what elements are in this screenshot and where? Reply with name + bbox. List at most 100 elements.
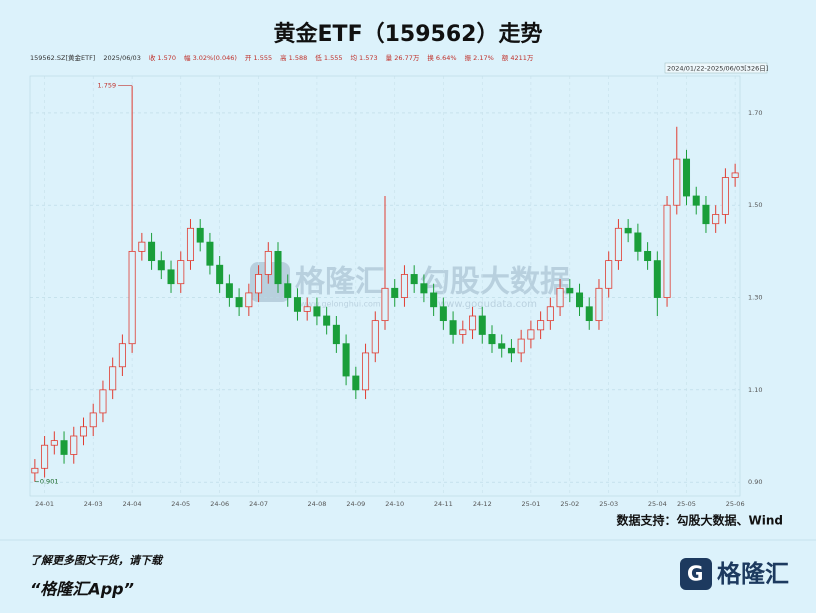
candle-body — [673, 158, 681, 206]
candle-body — [488, 334, 496, 345]
candle-body — [430, 292, 438, 308]
info-item: 159562.SZ[黄金ETF] — [30, 53, 95, 62]
candle-body — [507, 347, 515, 354]
info-item: 量 26.77万 — [386, 54, 420, 62]
range-box — [664, 62, 768, 74]
candle-body — [148, 241, 156, 262]
candle-body — [177, 260, 185, 285]
candle-body — [89, 412, 97, 428]
candle-body — [663, 204, 671, 298]
candle-body — [157, 260, 165, 271]
candle-body — [79, 426, 88, 437]
candle-body — [352, 375, 360, 391]
candle-body — [323, 315, 331, 326]
candle-body — [692, 195, 700, 206]
logo-glyph: G — [687, 562, 703, 586]
candle-body — [196, 227, 204, 243]
candle-body — [381, 287, 389, 322]
info-item: 2025/06/03 — [103, 54, 140, 62]
candle-body — [245, 292, 253, 308]
candle-body — [109, 366, 117, 391]
candle-body — [469, 315, 477, 331]
y-tick-label: 1.30 — [748, 294, 762, 302]
x-tick-label: 24-09 — [346, 500, 365, 508]
wm-brand: 勾股大数据 — [420, 265, 570, 300]
x-tick-label: 25-02 — [560, 500, 579, 508]
candle-body — [644, 250, 652, 262]
candle-body — [138, 241, 146, 252]
candle-body — [556, 287, 564, 308]
logo-text: 格隆汇 — [717, 560, 789, 588]
candle-body — [255, 274, 263, 294]
candle-body — [274, 250, 282, 285]
candle-body — [41, 444, 49, 469]
candle-body — [721, 177, 729, 215]
x-tick-label: 24-07 — [249, 500, 268, 508]
x-tick-label: 24-08 — [307, 500, 326, 508]
candle-body — [498, 343, 506, 349]
candle-body — [527, 329, 535, 340]
candle-body — [167, 269, 175, 285]
x-tick-label: 25-04 — [648, 500, 667, 508]
candle-body — [50, 440, 58, 446]
candle-body — [576, 292, 584, 308]
footer-line1: 了解更多图文干货，请下载 — [30, 554, 164, 567]
candle-body — [60, 440, 68, 455]
x-tick-label: 24-05 — [171, 500, 190, 508]
candle-body — [459, 329, 467, 335]
plot-frame — [29, 75, 741, 497]
source: 数据支持：勾股大数据、Wind — [617, 513, 783, 528]
candle-body — [206, 241, 214, 266]
candle-body — [70, 435, 78, 455]
candle-body — [342, 343, 350, 377]
candle-body — [99, 389, 107, 414]
candle-body — [284, 283, 292, 298]
chart-title: 黄金ETF（159562）走势 — [274, 21, 543, 47]
info-item: 收 1.570 — [149, 53, 176, 62]
x-tick-label: 24-10 — [385, 500, 404, 508]
candle-body — [585, 306, 593, 322]
candle-body — [566, 287, 574, 294]
candle-body — [634, 232, 642, 252]
x-tick-label: 24-04 — [123, 500, 142, 508]
info-item: 额 4211万 — [502, 53, 534, 62]
candle-body — [517, 338, 525, 354]
candle-body — [128, 250, 136, 345]
candle-body — [410, 274, 418, 285]
wm-url: www.gelonghui.com — [300, 300, 381, 309]
x-tick-label: 24-11 — [434, 500, 453, 508]
x-tick-label: 25-05 — [677, 500, 696, 508]
x-tick-label: 25-03 — [599, 500, 618, 508]
candle-body — [400, 274, 408, 298]
candle-body — [371, 320, 379, 354]
x-tick-label: 24-12 — [473, 500, 492, 508]
candle-body — [362, 352, 370, 391]
annotation: 1.759 — [98, 82, 117, 90]
candle-body — [225, 283, 233, 298]
candle-body — [313, 306, 321, 317]
info-item: 开 1.555 — [245, 54, 272, 62]
info-item: 低 1.555 — [315, 53, 342, 62]
candle-body — [702, 204, 710, 225]
info-item: 均 1.573 — [350, 53, 377, 62]
candle-body — [118, 343, 126, 368]
candle-body — [595, 287, 603, 322]
y-tick-label: 1.10 — [748, 386, 762, 394]
info-item: 高 1.588 — [280, 53, 307, 62]
x-tick-label: 24-06 — [210, 500, 229, 508]
candle-body — [216, 264, 224, 285]
candle-body — [712, 214, 720, 225]
candle-body — [614, 227, 622, 262]
info-item: 幅 3.02%(0.046) — [184, 53, 237, 62]
info-bar: 159562.SZ[黄金ETF] 2025/06/03 收 1.570 幅 3.02%… — [30, 53, 534, 62]
candle-body — [332, 324, 340, 345]
candle-body — [478, 315, 486, 335]
candle-body — [546, 306, 554, 322]
candle-body — [439, 306, 447, 322]
candle-body — [31, 467, 39, 474]
footer-line2: “格隆汇App” — [30, 580, 134, 599]
candle-body — [293, 297, 301, 312]
candle-body — [605, 260, 613, 289]
candle-body — [624, 227, 632, 234]
